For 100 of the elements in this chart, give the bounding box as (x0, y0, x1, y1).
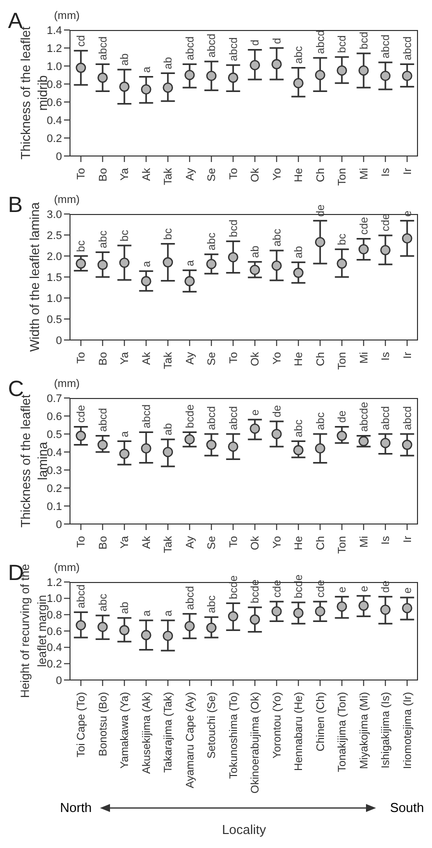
data-label: bcd (358, 32, 370, 50)
x-tick-label: Chinen (Ch) (314, 692, 327, 752)
data-label: cde (358, 217, 370, 235)
data-label: abcde (358, 402, 370, 432)
point (76, 258, 86, 269)
point (402, 602, 412, 614)
point (402, 233, 412, 244)
point (119, 625, 130, 636)
x-tick-label: Ak (140, 168, 153, 181)
data-label: bc (119, 229, 132, 242)
data-label: e (358, 586, 370, 592)
y-tick-label: 0.2 (46, 482, 62, 495)
point (97, 72, 108, 83)
point (119, 258, 130, 268)
x-tick-label: Ok (250, 352, 262, 366)
data-label: bc (162, 228, 175, 240)
y-tick-label: 0.6 (46, 410, 62, 423)
y-tick-label: 1.0 (46, 292, 62, 305)
point (336, 258, 348, 269)
point (162, 257, 174, 268)
x-tick-label: Ton (336, 168, 349, 186)
data-label: abcd (380, 34, 392, 58)
y-tick-label: 1.4 (46, 24, 62, 37)
x-tick-label: Yo (271, 352, 284, 364)
data-label: abcd (228, 406, 240, 430)
y-tick-label: 0.4 (46, 114, 62, 127)
data-label: abcd (228, 37, 240, 62)
x-tick-label: Tokunoshima (To) (228, 692, 240, 779)
point (314, 606, 326, 617)
data-label: ab (293, 246, 306, 258)
x-tick-label: Ya (119, 351, 132, 365)
x-tick-label: Mi (358, 536, 370, 548)
point (162, 630, 174, 642)
point (119, 82, 130, 92)
x-tick-label: Ir (402, 536, 414, 543)
x-tick-label: To (228, 536, 240, 548)
y-axis-title: Width of the leaflet lamina (26, 202, 42, 352)
data-label: cd (76, 35, 88, 47)
x-tick-label: Ton (336, 352, 349, 370)
x-tick-label: Miyakojima (Mi) (358, 692, 370, 769)
point (358, 436, 369, 446)
data-label: e (250, 409, 262, 416)
data-label: abc (97, 593, 110, 612)
point (314, 236, 326, 248)
point (140, 630, 152, 640)
data-label: abc (206, 232, 218, 250)
data-label: abc (293, 418, 306, 438)
y-tick-label: 0 (56, 150, 62, 163)
y-tick-label: 0.6 (46, 626, 62, 638)
text: South (390, 800, 424, 815)
point (140, 84, 152, 95)
x-tick-label: Okinoerabujima (Ok) (250, 692, 262, 794)
point (184, 620, 195, 632)
point (271, 606, 282, 617)
point (271, 260, 282, 271)
x-tick-label: Mi (358, 168, 370, 180)
x-axis-title: Locality (220, 822, 268, 837)
point (228, 72, 238, 83)
point (402, 70, 412, 82)
data-label: abcd (206, 406, 218, 430)
data-label: abcd (206, 34, 218, 58)
point (250, 423, 260, 434)
x-tick-label: Ok (250, 536, 262, 550)
y-tick-label: 1.0 (46, 60, 62, 73)
x-tick-label: Takarajima (Tak) (162, 692, 175, 773)
x-tick-label: Tak (162, 168, 175, 186)
data-label: a (140, 609, 153, 616)
point (206, 70, 217, 82)
point (184, 276, 195, 286)
y-tick-label: 0.6 (46, 96, 62, 109)
text: (mm) (54, 562, 80, 574)
data-label: e (402, 587, 414, 594)
data-label: a (140, 66, 153, 73)
y-tick-label: 0.8 (46, 78, 62, 91)
data-label: abcd (402, 406, 414, 430)
x-tick-label: Setouchi (Se) (206, 692, 218, 759)
data-label: abcd (140, 404, 153, 428)
point (228, 441, 238, 452)
x-tick-label: Bo (97, 168, 110, 182)
data-label: abc (206, 594, 218, 614)
point (140, 276, 152, 286)
x-tick-label: Ya (119, 535, 132, 549)
point (97, 622, 108, 632)
data-label: de (271, 405, 284, 418)
point (97, 260, 108, 270)
point (380, 604, 391, 615)
x-tick-label: Tak (162, 536, 175, 554)
y-tick-label: 0.3 (46, 464, 62, 477)
x-tick-label: Ak (140, 352, 153, 365)
y-tick-label: 0 (56, 518, 62, 531)
x-tick-label: Yo (271, 168, 284, 180)
data-label: a (119, 430, 132, 438)
x-tick-label: He (293, 352, 306, 366)
y-tick-label: 1.0 (46, 593, 62, 606)
text: (mm) (54, 10, 80, 22)
x-tick-label: To (76, 168, 88, 180)
point (76, 430, 86, 441)
x-tick-label: To (228, 352, 240, 364)
point (162, 446, 174, 458)
x-tick-label: Bo (97, 352, 110, 366)
